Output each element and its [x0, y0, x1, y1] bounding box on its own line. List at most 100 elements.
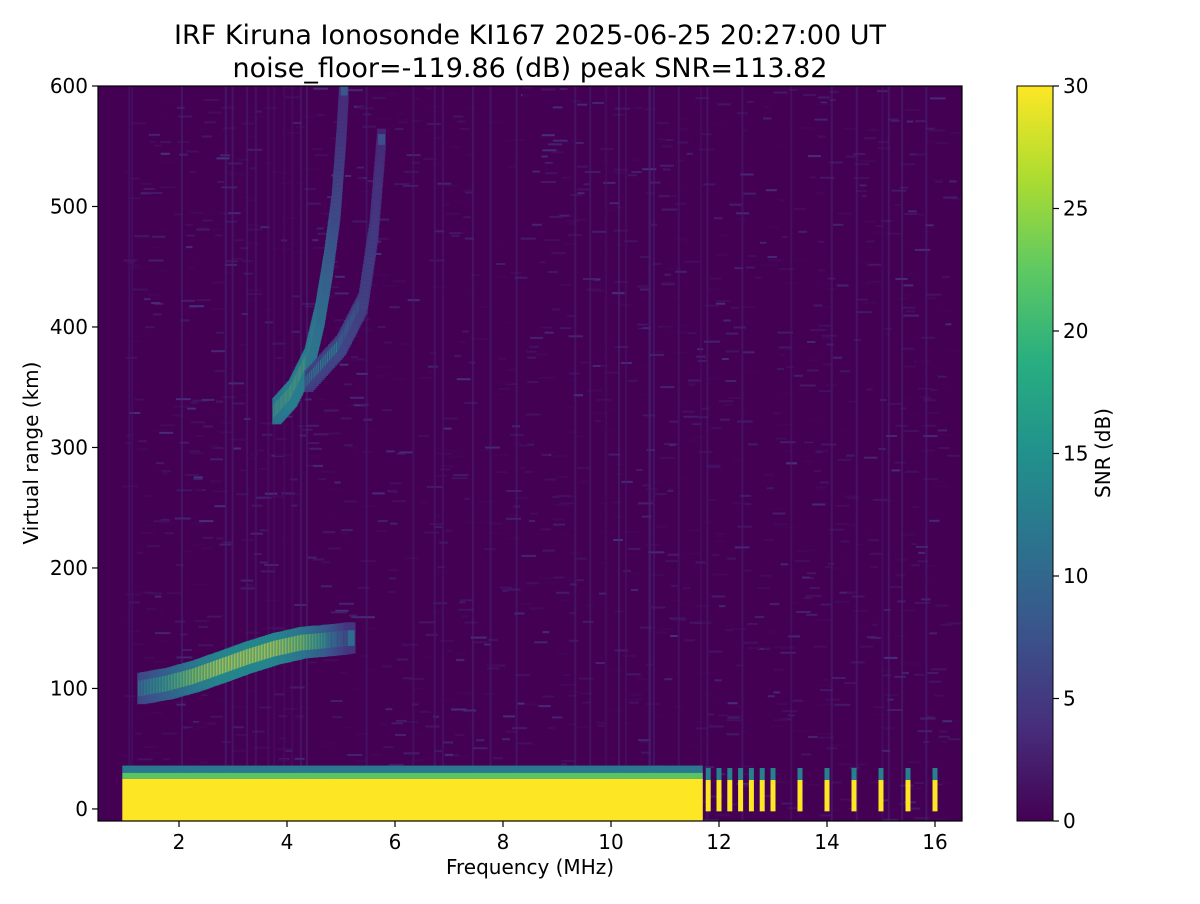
noise-cell	[716, 302, 725, 305]
noise-cell	[541, 134, 555, 137]
noise-cell	[502, 738, 510, 741]
noise-cell	[559, 461, 568, 464]
noise-cell	[178, 115, 193, 118]
noise-cell	[584, 171, 601, 173]
noise-cell	[356, 372, 369, 375]
noise-cell	[456, 692, 473, 695]
noise-cell	[347, 754, 363, 756]
noise-cell	[747, 100, 754, 103]
noise-cell	[798, 230, 808, 233]
noise-cell	[799, 215, 812, 218]
noise-cell	[769, 725, 783, 728]
noise-cell	[391, 722, 403, 725]
noise-cell	[600, 562, 609, 565]
noise-cell	[777, 202, 793, 205]
noise-cell	[427, 365, 438, 368]
noise-cell	[202, 583, 214, 586]
noise-cell	[402, 184, 419, 187]
noise-cell	[730, 628, 747, 631]
noise-cell	[425, 725, 440, 728]
noise-cell	[779, 413, 792, 416]
noise-cell	[538, 705, 551, 708]
noise-cell	[381, 409, 392, 412]
noise-cell	[570, 583, 577, 586]
noise-cell	[900, 245, 908, 247]
noise-cell	[198, 227, 212, 230]
noise-cell	[527, 662, 542, 665]
noise-cell	[829, 275, 846, 278]
noise-cell	[344, 383, 353, 386]
noise-cell	[435, 474, 448, 477]
noise-cell	[147, 608, 164, 611]
noise-cell	[568, 372, 580, 375]
noise-cell	[159, 431, 174, 434]
noise-cell	[176, 564, 184, 567]
noise-cell	[623, 569, 632, 572]
noise-cell	[928, 129, 945, 132]
noise-cell	[577, 103, 588, 106]
noise-cell	[277, 759, 287, 762]
noise-cell	[869, 552, 884, 555]
noise-cell	[390, 522, 398, 525]
noise-cell	[324, 515, 333, 518]
noise-cell	[779, 423, 792, 426]
noise-cell	[152, 711, 163, 714]
noise-cell	[143, 656, 155, 659]
noise-cell	[487, 667, 500, 670]
noise-cell	[603, 371, 619, 374]
noise-cell	[345, 175, 352, 177]
noise-cell	[817, 156, 829, 159]
heatmap-plot-area	[98, 86, 962, 821]
clutter-spike	[878, 780, 884, 812]
noise-cell	[814, 118, 828, 121]
noise-cell	[553, 523, 565, 526]
noise-cell	[920, 717, 936, 720]
noise-cell	[456, 378, 471, 381]
noise-cell	[900, 294, 911, 297]
noise-cell	[151, 302, 161, 305]
noise-cell	[209, 228, 221, 231]
noise-cell	[151, 235, 166, 238]
noise-cell	[153, 520, 169, 523]
noise-cell	[639, 393, 647, 396]
noise-cell	[275, 357, 283, 359]
noise-cell	[794, 259, 805, 261]
noise-cell	[364, 627, 377, 630]
noise-cell	[727, 557, 736, 560]
noise-cell	[567, 694, 578, 697]
noise-cell	[726, 733, 740, 736]
noise-cell	[821, 337, 832, 340]
noise-cell	[743, 351, 755, 354]
noise-cell	[213, 490, 228, 493]
noise-cell	[177, 141, 190, 144]
noise-cell	[404, 721, 418, 723]
noise-cell	[748, 443, 758, 446]
colorbar-label: SNR (dB)	[1091, 408, 1115, 498]
noise-cell	[408, 677, 425, 680]
noise-cell	[774, 668, 784, 671]
noise-cell	[834, 600, 850, 603]
noise-cell	[308, 661, 318, 664]
noise-cell	[253, 553, 262, 556]
noise-cell	[385, 708, 393, 711]
noise-cell	[210, 480, 222, 483]
noise-cell	[446, 649, 454, 652]
noise-cell	[289, 725, 305, 728]
noise-cell	[941, 740, 948, 743]
noise-cell	[479, 449, 490, 452]
noise-cell	[413, 759, 426, 761]
noise-cell	[203, 425, 213, 428]
noise-cell	[506, 368, 516, 371]
noise-cell	[173, 213, 183, 216]
noise-cell	[159, 141, 172, 144]
noise-cell	[239, 344, 248, 347]
noise-cell	[615, 472, 627, 475]
noise-cell	[418, 376, 432, 379]
noise-cell	[657, 138, 667, 141]
noise-cell	[193, 543, 205, 546]
noise-cell	[778, 346, 792, 349]
noise-cell	[846, 798, 856, 801]
noise-cell	[574, 218, 586, 221]
noise-cell	[392, 280, 407, 283]
noise-cell	[514, 602, 524, 605]
